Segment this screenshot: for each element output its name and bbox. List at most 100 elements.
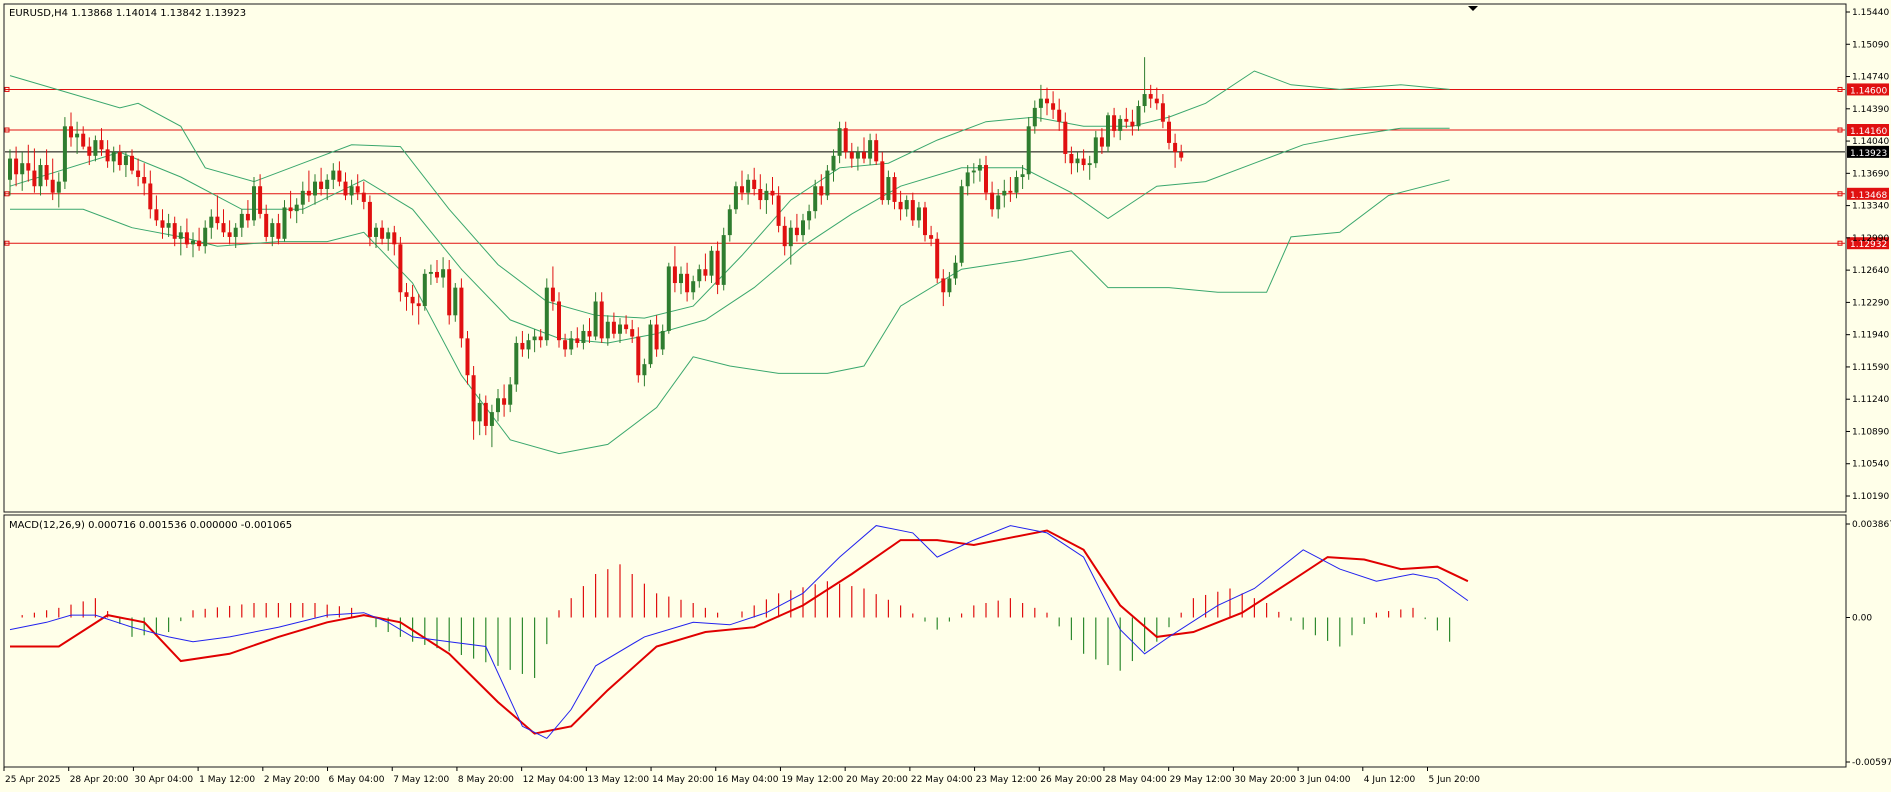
candle-body [508,384,513,405]
price-tick-label: 1.14040 [1852,137,1889,147]
candle-body [489,412,494,426]
price-tick-label: 1.10540 [1852,460,1889,470]
candle-body [380,227,385,239]
candle-body [26,163,31,171]
candle-body [819,186,824,196]
price-tick-label: 1.15090 [1852,40,1889,50]
candle-body [1148,94,1153,99]
candle-body [666,266,671,331]
candle-body [733,186,738,210]
candle-body [868,140,873,159]
candle-body [69,126,73,138]
candle-body [32,170,37,187]
candle-body [984,165,988,193]
candle-body [721,235,726,285]
candle-body [1057,109,1062,122]
candle-body [428,271,433,274]
time-tick-label: 20 May 20:00 [846,775,908,785]
candle-body [813,186,818,212]
candle-body [550,287,555,302]
candle-body [361,192,366,202]
time-tick-label: 16 May 04:00 [717,775,779,785]
current-price-label: 1.13923 [1850,149,1887,159]
level-anchor-left [4,240,10,246]
candle-body [843,128,848,153]
candle-body [453,287,458,316]
candle-body [709,250,714,276]
candle-body [319,181,324,190]
candle-body [294,204,299,212]
candle-body [990,192,995,210]
candle-body [313,181,317,196]
candle-body [599,301,604,339]
candle-body [892,177,897,202]
price-tick-label: 1.12640 [1852,266,1889,276]
candle-body [581,330,586,343]
candle-body [227,232,232,237]
candle-body [123,155,128,166]
candle-body [538,336,543,341]
candle-body [282,207,287,239]
candle-body [935,238,940,279]
chart-shift-marker[interactable] [1468,6,1478,11]
candle-body [862,152,866,159]
candle-body [447,269,452,316]
candle-body [770,190,775,196]
level-anchor-left [4,86,10,92]
candle-body [1112,115,1117,131]
candle-body [349,186,354,196]
candle-body [788,227,793,247]
horizontal-levels: 1.14600 1.14160 1.13468 1.12932 1.13923 [4,83,1889,250]
candle-body [1075,158,1080,164]
symbol-info-label: EURUSD,H4 1.13868 1.14014 1.13842 1.1392… [9,8,246,19]
candle-body [624,324,629,330]
candle-body [160,220,165,228]
candle-body [166,223,171,228]
candle-body [593,301,598,337]
candle-body [801,220,805,236]
candlesticks [8,57,1184,448]
candle-body [1069,153,1074,164]
candle-body [264,213,269,237]
time-axis: 25 Apr 2025 28 Apr 20:00 30 Apr 04:00 1 May… [3,767,1480,785]
candle-body [959,186,964,263]
candle-body [1093,137,1098,164]
level-price-tag [1847,187,1889,200]
candle-body [660,330,665,350]
candle-body [569,338,574,350]
price-tick-label: 1.12990 [1852,234,1889,244]
price-tick-label: 1.15440 [1852,8,1889,18]
candle-body [441,269,446,278]
candle-body [1038,98,1043,108]
candle-body [331,170,336,180]
candle-body [685,273,690,293]
candle-body [971,170,976,173]
candle-body [300,190,305,205]
candle-body [465,338,470,376]
candle-body [1045,98,1049,104]
time-tick-label: 12 May 04:00 [523,775,585,785]
candle-body [1008,190,1013,193]
macd-tick-label: -0.005975 [1852,758,1891,768]
candle-body [965,172,970,187]
candle-body [1081,158,1086,166]
candle-body [782,225,787,247]
time-tick-label: 1 May 12:00 [199,775,255,785]
candle-body [1063,121,1068,154]
time-tick-label: 13 May 12:00 [587,775,649,785]
candle-body [130,155,134,171]
level-price-label: 1.14160 [1850,127,1887,137]
macd-signal-line [10,529,1469,735]
candle-body [191,240,195,245]
candle-body [1142,94,1147,107]
candle-body [1179,152,1184,158]
time-tick-label: 2 May 20:00 [264,775,320,785]
candle-body [1118,118,1123,131]
candle-body [239,213,244,228]
candle-body [245,213,250,221]
time-tick-label: 14 May 20:00 [652,775,714,785]
candle-body [270,223,275,237]
candle-body [471,375,476,422]
